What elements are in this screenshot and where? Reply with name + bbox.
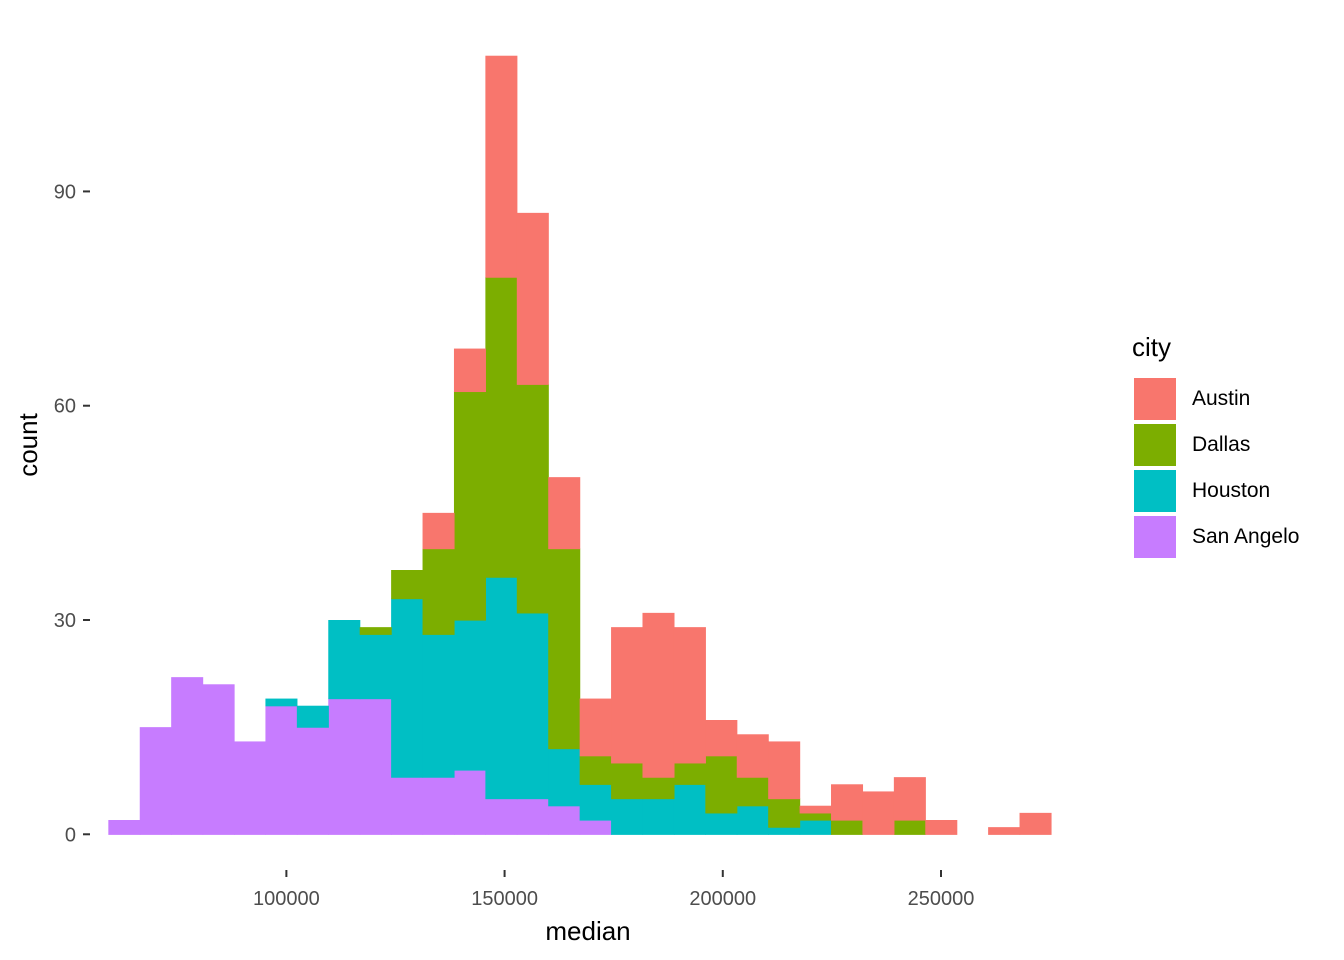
bar-san-angelo-bin-11 bbox=[453, 770, 486, 835]
bar-dallas-bin-11 bbox=[453, 391, 486, 621]
bar-san-angelo-bin-9 bbox=[391, 777, 424, 835]
bar-houston-bin-19 bbox=[705, 812, 738, 835]
bar-austin-bin-19 bbox=[705, 720, 738, 757]
bar-austin-bin-22 bbox=[799, 805, 832, 814]
bar-austin-bin-26 bbox=[925, 820, 958, 835]
y-tick-label: 30 bbox=[54, 610, 76, 632]
bar-austin-bin-16 bbox=[611, 627, 644, 764]
bar-houston-bin-14 bbox=[548, 748, 581, 807]
legend-item-dallas: Dallas bbox=[1130, 422, 1299, 468]
bar-houston-bin-22 bbox=[799, 820, 832, 835]
bar-san-angelo-bin-5 bbox=[265, 705, 298, 835]
bar-houston-bin-10 bbox=[422, 634, 455, 778]
bar-san-angelo-bin-1 bbox=[139, 727, 172, 835]
bar-san-angelo-bin-4 bbox=[234, 741, 267, 835]
bar-austin-bin-29 bbox=[1019, 812, 1052, 835]
legend-title: city bbox=[1132, 332, 1171, 362]
x-axis-title: median bbox=[545, 916, 630, 946]
bar-houston-bin-6 bbox=[296, 705, 329, 728]
bar-austin-bin-28 bbox=[988, 827, 1021, 835]
bar-houston-bin-21 bbox=[768, 827, 801, 835]
bar-dallas-bin-17 bbox=[642, 777, 675, 800]
x-axis: 100000 150000 200000 250000 bbox=[253, 870, 974, 910]
bar-dallas-bin-15 bbox=[579, 755, 612, 785]
legend-key-dallas bbox=[1134, 424, 1176, 466]
y-tick-label: 90 bbox=[54, 181, 76, 203]
legend-label: San Angelo bbox=[1192, 525, 1300, 548]
bar-austin-bin-20 bbox=[736, 734, 769, 778]
y-axis-title: count bbox=[13, 412, 43, 476]
x-tick-label: 150000 bbox=[471, 888, 538, 910]
bar-houston-bin-11 bbox=[453, 620, 486, 771]
bar-san-angelo-bin-12 bbox=[485, 798, 518, 835]
bar-dallas-bin-19 bbox=[705, 755, 738, 814]
bar-houston-bin-16 bbox=[611, 798, 644, 835]
histogram-bars bbox=[108, 55, 1052, 835]
bar-dallas-bin-16 bbox=[611, 762, 644, 800]
bar-austin-bin-18 bbox=[673, 627, 706, 764]
bar-houston-bin-17 bbox=[642, 798, 675, 835]
bar-austin-bin-14 bbox=[548, 477, 581, 550]
bar-austin-bin-17 bbox=[642, 612, 675, 778]
bar-austin-bin-23 bbox=[831, 784, 864, 821]
y-tick-label: 60 bbox=[54, 396, 76, 418]
legend-item-austin: Austin bbox=[1130, 376, 1299, 422]
bar-austin-bin-24 bbox=[862, 791, 895, 835]
bar-houston-bin-18 bbox=[673, 784, 706, 835]
bar-dallas-bin-9 bbox=[391, 570, 424, 600]
bar-austin-bin-12 bbox=[485, 55, 518, 278]
bar-houston-bin-8 bbox=[359, 634, 392, 700]
bar-san-angelo-bin-13 bbox=[516, 798, 549, 835]
x-tick-label: 250000 bbox=[908, 888, 975, 910]
bar-austin-bin-21 bbox=[768, 741, 801, 800]
legend-item-san-angelo: San Angelo bbox=[1130, 514, 1299, 560]
bar-dallas-bin-20 bbox=[736, 777, 769, 807]
legend-item-houston: Houston bbox=[1130, 468, 1299, 514]
bar-dallas-bin-10 bbox=[422, 548, 455, 635]
bar-houston-bin-12 bbox=[485, 577, 518, 800]
bar-san-angelo-bin-7 bbox=[328, 698, 361, 835]
bar-austin-bin-15 bbox=[579, 698, 612, 757]
legend-label: Houston bbox=[1192, 479, 1271, 502]
bar-houston-bin-20 bbox=[736, 805, 769, 835]
bar-dallas-bin-21 bbox=[768, 798, 801, 828]
bar-austin-bin-13 bbox=[516, 212, 549, 385]
bar-dallas-bin-18 bbox=[673, 762, 706, 785]
bar-dallas-bin-25 bbox=[893, 820, 926, 835]
legend-key-houston bbox=[1134, 470, 1176, 512]
bar-san-angelo-bin-8 bbox=[359, 698, 392, 835]
bar-houston-bin-7 bbox=[328, 620, 361, 700]
legend-items: Austin Dallas Houston San Angelo bbox=[1130, 376, 1299, 560]
bar-san-angelo-bin-6 bbox=[296, 727, 329, 835]
bar-san-angelo-bin-0 bbox=[108, 820, 141, 835]
legend-label: Dallas bbox=[1192, 433, 1251, 456]
bar-san-angelo-bin-10 bbox=[422, 777, 455, 835]
bar-houston-bin-5 bbox=[265, 698, 298, 707]
legend-key-austin bbox=[1134, 378, 1176, 420]
bar-dallas-bin-22 bbox=[799, 812, 832, 821]
bar-houston-bin-15 bbox=[579, 784, 612, 821]
bar-dallas-bin-23 bbox=[831, 820, 864, 835]
bar-dallas-bin-8 bbox=[359, 627, 392, 635]
bar-austin-bin-25 bbox=[893, 777, 926, 821]
bar-san-angelo-bin-3 bbox=[202, 684, 235, 835]
bar-san-angelo-bin-14 bbox=[548, 805, 581, 835]
bar-dallas-bin-13 bbox=[516, 384, 549, 614]
bar-austin-bin-10 bbox=[422, 512, 455, 550]
y-axis: 0 30 60 90 bbox=[54, 181, 90, 846]
y-tick-label: 0 bbox=[65, 824, 76, 846]
legend-key-san-angelo bbox=[1134, 516, 1176, 558]
bar-houston-bin-13 bbox=[516, 612, 549, 800]
bar-dallas-bin-12 bbox=[485, 277, 518, 578]
bar-dallas-bin-14 bbox=[548, 548, 581, 750]
bar-houston-bin-9 bbox=[391, 598, 424, 778]
bar-san-angelo-bin-2 bbox=[171, 677, 204, 835]
x-tick-label: 100000 bbox=[253, 888, 320, 910]
bar-austin-bin-11 bbox=[453, 348, 486, 393]
legend-label: Austin bbox=[1192, 387, 1251, 410]
legend: city Austin Dallas Houston San Angelo bbox=[1130, 332, 1299, 560]
x-tick-label: 200000 bbox=[689, 888, 756, 910]
bar-san-angelo-bin-15 bbox=[579, 820, 612, 835]
